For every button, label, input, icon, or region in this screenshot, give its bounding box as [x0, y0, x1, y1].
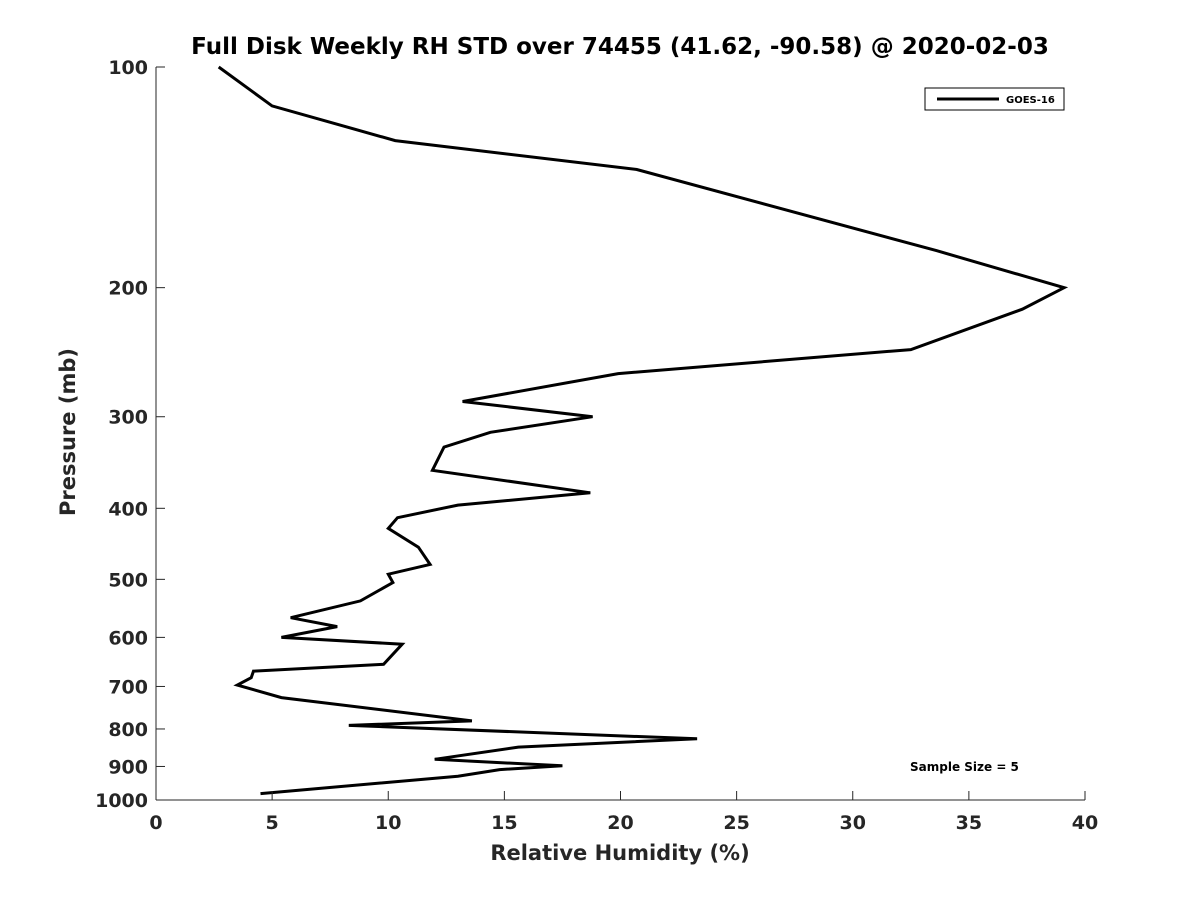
y-tick-label: 400	[108, 498, 148, 520]
x-tick-label: 10	[375, 812, 401, 834]
x-axis-label: Relative Humidity (%)	[490, 841, 749, 865]
y-tick-label: 600	[108, 627, 148, 649]
x-tick-label: 15	[491, 812, 517, 834]
chart-title: Full Disk Weekly RH STD over 74455 (41.6…	[191, 34, 1049, 60]
series-line-goes16	[217, 65, 1069, 796]
plot-area	[155, 65, 1085, 801]
legend-label: GOES-16	[1006, 95, 1055, 106]
y-axis: 100 200 300 400 500 600 700 800 900 1000	[95, 57, 165, 812]
y-tick-label: 1000	[95, 790, 148, 812]
x-tick-label: 40	[1072, 812, 1098, 834]
x-tick-label: 0	[149, 812, 162, 834]
legend: GOES-16	[924, 87, 1065, 111]
x-tick-label: 30	[840, 812, 866, 834]
y-tick-label: 700	[108, 676, 148, 698]
y-tick-label: 200	[108, 278, 148, 300]
y-tick-label: 800	[108, 719, 148, 741]
x-tick-label: 35	[956, 812, 982, 834]
x-tick-label: 20	[607, 812, 633, 834]
x-axis: 0 5 10 15 20 25 30 35 40	[149, 791, 1098, 834]
y-tick-label: 900	[108, 756, 148, 778]
y-tick-label: 300	[108, 407, 148, 429]
y-axis-label: Pressure (mb)	[56, 348, 80, 516]
sample-size-annotation: Sample Size = 5	[910, 760, 1019, 774]
x-tick-label: 5	[266, 812, 279, 834]
y-tick-label: 100	[108, 57, 148, 79]
x-tick-label: 25	[723, 812, 749, 834]
y-tick-label: 500	[108, 569, 148, 591]
